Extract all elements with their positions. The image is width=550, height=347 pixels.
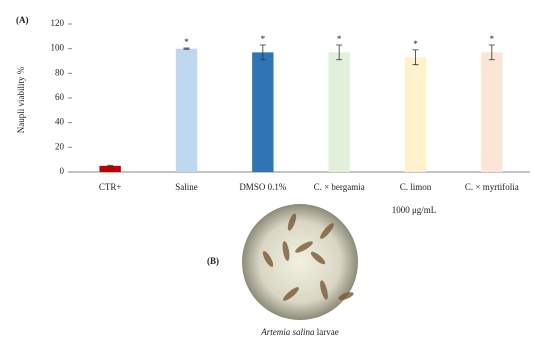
- y-tick-label: 0: [60, 166, 65, 176]
- panel-label: (B): [207, 256, 219, 266]
- y-tick-label: 80: [55, 67, 65, 77]
- photo: [242, 204, 358, 320]
- x-tick-label: DMSO 0.1%: [239, 182, 287, 192]
- bar: [481, 52, 503, 172]
- x-tick-label: C. limon: [400, 182, 432, 192]
- bar: [252, 52, 274, 172]
- y-tick-label: 20: [55, 141, 65, 151]
- x-tick-label: CTR+: [99, 182, 122, 192]
- x-tick-label: Saline: [175, 182, 198, 192]
- error-bar: [107, 164, 114, 167]
- bar: [99, 165, 121, 172]
- note: 1000 μg/mL: [392, 205, 437, 215]
- significance-marker: *: [337, 34, 342, 44]
- error-bar: [183, 47, 190, 50]
- bar: [175, 48, 198, 172]
- significance-marker: *: [490, 34, 495, 44]
- y-tick-label: 40: [55, 117, 65, 127]
- significance-marker: *: [184, 37, 189, 47]
- caption-italic: Artemia salina: [260, 327, 315, 337]
- error-bar: [412, 49, 419, 66]
- significance-marker: *: [413, 39, 418, 49]
- y-axis-label: Naupli viability %: [16, 66, 26, 133]
- significance-marker: *: [261, 34, 266, 44]
- error-bar: [488, 44, 495, 61]
- panel-label: (A): [16, 15, 29, 25]
- error-bar: [259, 44, 266, 61]
- bar: [328, 52, 350, 172]
- y-tick-label: 120: [51, 18, 65, 28]
- error-bar: [336, 44, 343, 61]
- bar: [404, 57, 427, 172]
- x-tick-label: C. × bergamia: [314, 182, 365, 192]
- caption: Artemia salina larvae: [260, 327, 338, 337]
- y-tick-label: 60: [55, 92, 65, 102]
- y-tick-label: 100: [51, 43, 65, 53]
- x-tick-label: C. × myrtifolia: [465, 182, 519, 192]
- caption-text: larvae: [317, 327, 339, 337]
